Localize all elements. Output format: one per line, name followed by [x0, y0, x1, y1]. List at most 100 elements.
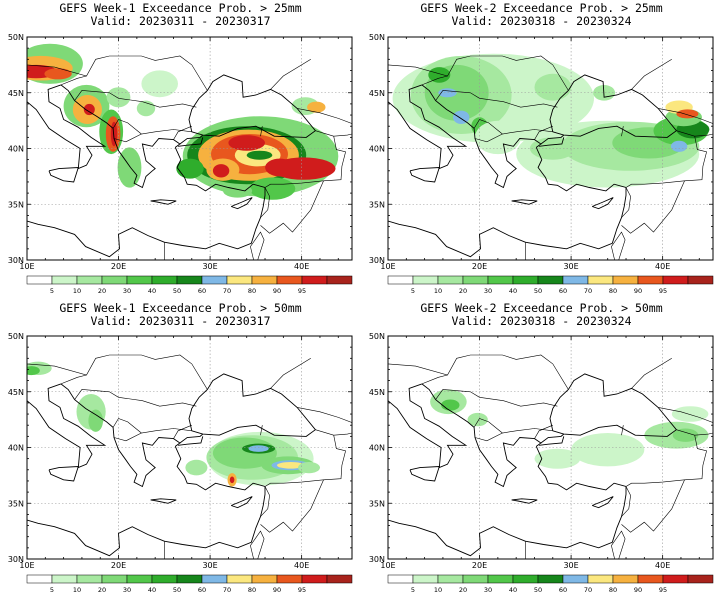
- country-border: [611, 530, 626, 559]
- colorbar-label: 70: [584, 287, 592, 295]
- coastline: [178, 137, 204, 147]
- country-border: [421, 75, 448, 86]
- colorbar-label: 40: [509, 586, 517, 594]
- coastline: [164, 147, 266, 250]
- coastline: [179, 433, 204, 444]
- country-border: [435, 389, 558, 407]
- map-plot: 10E 20E 30E 40E 50N 45N 40N 35N 30N 5 10 20 30 40 50 60…: [8, 33, 353, 295]
- colorbar-swatch: [587, 574, 614, 584]
- country-border: [173, 125, 192, 140]
- colorbar-swatch: [151, 574, 178, 584]
- country-border: [27, 354, 208, 390]
- colorbar-label: 10: [73, 287, 81, 295]
- country-border: [315, 429, 352, 436]
- colorbar-swatch: [176, 275, 203, 285]
- colorbar-swatch: [687, 275, 714, 285]
- x-tick-label: 40E: [655, 262, 670, 271]
- colorbar-swatch: [251, 275, 278, 285]
- colorbar-swatch: [412, 275, 439, 285]
- x-tick-label: 40E: [294, 561, 309, 570]
- y-tick-label: 50N: [8, 332, 24, 341]
- precip-area: [212, 164, 230, 178]
- precip-area: [277, 462, 305, 469]
- coastline: [27, 220, 165, 258]
- precip-area: [249, 177, 296, 200]
- colorbar-label: 90: [634, 287, 642, 295]
- coastline: [179, 134, 204, 145]
- y-tick-label: 35N: [8, 499, 24, 508]
- colorbar-swatch: [126, 574, 153, 584]
- country-border: [315, 130, 352, 137]
- panel-subtitle: Valid: 20230318 - 20230324: [451, 14, 632, 28]
- colorbar-swatch: [326, 574, 353, 584]
- ticks: [387, 36, 713, 261]
- colorbar-swatch: [612, 275, 639, 285]
- borders: [388, 55, 713, 260]
- precip-area: [223, 184, 253, 198]
- country-border: [621, 187, 631, 218]
- map-plot: 10E 20E 30E 40E 50N 45N 40N 35N 30N 5 10 20 30 40 50 60…: [369, 33, 714, 295]
- colorbar-label: 95: [298, 287, 306, 295]
- ticks: [26, 335, 352, 560]
- country-border: [474, 133, 503, 143]
- precip-area: [117, 147, 142, 188]
- y-tick-label: 45N: [8, 89, 24, 98]
- colorbar-swatch: [226, 275, 253, 285]
- precip-area: [141, 70, 178, 98]
- precip-field: [392, 53, 710, 188]
- country-border: [631, 358, 672, 389]
- country-border: [60, 374, 87, 385]
- colorbar-swatch: [512, 275, 539, 285]
- colorbar-label: 90: [273, 586, 281, 594]
- coastline: [540, 433, 565, 444]
- country-border: [621, 425, 624, 436]
- x-tick-label: 20E: [472, 262, 487, 271]
- x-tick-label: 30E: [563, 262, 578, 271]
- colorbar-label: 30: [484, 287, 492, 295]
- x-tick-label: 30E: [202, 262, 217, 271]
- colorbar-label: 60: [198, 287, 206, 295]
- y-tick-label: 30N: [369, 555, 385, 564]
- y-tick-label: 40N: [8, 145, 24, 154]
- colorbar-swatch: [101, 574, 128, 584]
- precip-area: [88, 409, 103, 432]
- precip-area: [534, 448, 581, 469]
- y-tick-label: 40N: [8, 444, 24, 453]
- precip-area: [571, 433, 645, 467]
- country-border: [60, 75, 87, 86]
- precip-area: [475, 120, 521, 155]
- colorbar-label: 20: [98, 287, 106, 295]
- colorbar-swatch: [76, 275, 103, 285]
- precip-area: [176, 158, 204, 179]
- country-border: [260, 180, 324, 234]
- grid: [388, 37, 713, 260]
- x-tick-label: 30E: [202, 561, 217, 570]
- country-border: [631, 59, 672, 90]
- colorbar-label: 20: [98, 586, 106, 594]
- panel-title: GEFS Week-1 Exceedance Prob. > 50mm: [59, 301, 302, 315]
- country-border: [74, 90, 197, 108]
- colorbar-swatch: [437, 574, 464, 584]
- y-tick-label: 35N: [369, 200, 385, 209]
- y-tick-label: 35N: [369, 499, 385, 508]
- country-border: [113, 432, 142, 442]
- panel-subtitle: Valid: 20230311 - 20230317: [90, 14, 271, 28]
- precip-area: [246, 150, 273, 160]
- country-border: [388, 55, 569, 91]
- colorbar-label: 60: [559, 586, 567, 594]
- precip-area: [453, 110, 470, 125]
- country-border: [250, 231, 265, 260]
- colorbar-swatch: [512, 574, 539, 584]
- coastline: [409, 466, 440, 482]
- coastline: [60, 383, 181, 488]
- colorbar-label: 10: [434, 287, 442, 295]
- colorbar-swatch: [387, 275, 414, 285]
- panel-subtitle: Valid: 20230311 - 20230317: [90, 314, 271, 328]
- country-border: [611, 231, 626, 260]
- colorbar-label: 95: [659, 287, 667, 295]
- colorbar-label: 80: [609, 287, 617, 295]
- colorbar-swatch: [101, 275, 128, 285]
- borders: [388, 354, 713, 559]
- country-border: [264, 435, 346, 487]
- coastline: [592, 496, 614, 509]
